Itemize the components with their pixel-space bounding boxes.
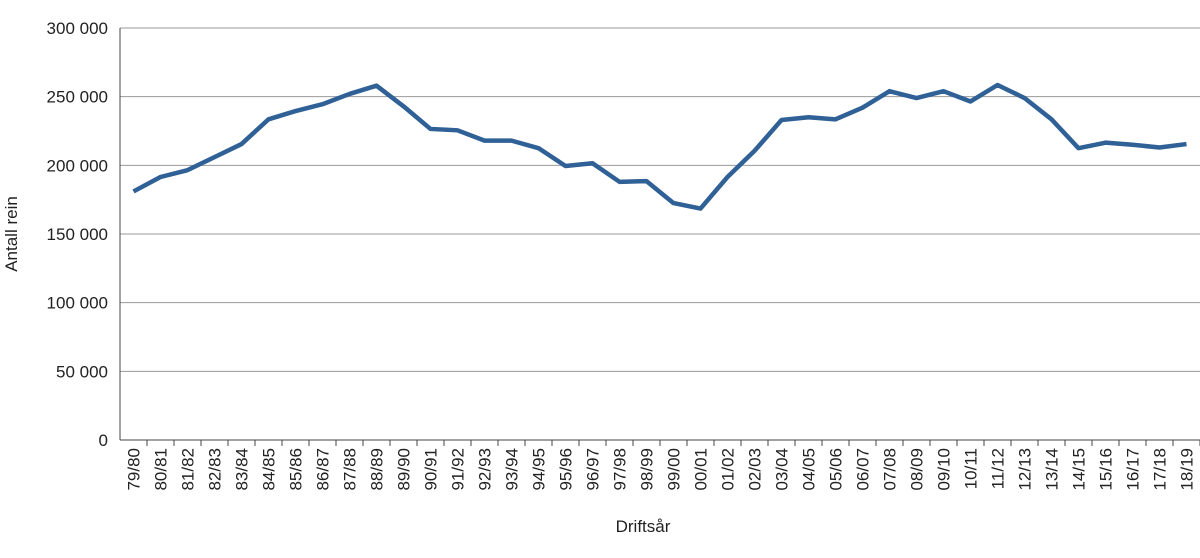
x-tick-label: 15/16 [1097, 448, 1116, 491]
x-tick-label: 08/09 [908, 448, 927, 491]
x-tick-label: 10/11 [962, 448, 981, 489]
x-tick-label: 05/06 [827, 448, 846, 491]
x-tick-label: 07/08 [881, 448, 900, 491]
x-tick-label: 00/01 [692, 448, 711, 491]
x-tick-label: 14/15 [1070, 448, 1089, 491]
y-tick-label: 0 [99, 431, 108, 450]
x-tick-label: 13/14 [1043, 448, 1062, 491]
x-tick-label: 03/04 [773, 448, 792, 491]
x-tick-label: 80/81 [152, 448, 171, 491]
x-tick-label: 88/89 [368, 448, 387, 491]
x-tick-label: 79/80 [125, 448, 144, 491]
x-tick-label: 83/84 [233, 448, 252, 491]
y-tick-label: 50 000 [56, 362, 108, 381]
y-tick-label: 100 000 [47, 294, 108, 313]
x-tick-label: 01/02 [719, 448, 738, 491]
x-tick-label: 89/90 [395, 448, 414, 491]
x-tick-label: 12/13 [1016, 448, 1035, 491]
y-tick-label: 250 000 [47, 88, 108, 107]
x-tick-label: 91/92 [449, 448, 468, 491]
y-tick-label: 300 000 [47, 19, 108, 38]
y-axis-label: Antall rein [2, 196, 21, 272]
x-tick-label: 87/88 [341, 448, 360, 491]
x-tick-label: 90/91 [422, 448, 441, 491]
x-tick-label: 02/03 [746, 448, 765, 491]
x-tick-label: 81/82 [179, 448, 198, 491]
x-tick-label: 98/99 [638, 448, 657, 491]
x-tick-label: 85/86 [287, 448, 306, 491]
x-tick-label: 86/87 [314, 448, 333, 491]
x-tick-label: 06/07 [854, 448, 873, 491]
x-tick-label: 93/94 [503, 448, 522, 491]
y-tick-label: 200 000 [47, 156, 108, 175]
x-axis-label: Driftsår [616, 517, 671, 536]
x-tick-label: 09/10 [935, 448, 954, 491]
x-tick-label: 95/96 [557, 448, 576, 491]
x-tick-label: 92/93 [476, 448, 495, 491]
x-tick-label: 17/18 [1151, 448, 1170, 491]
data-line [132, 82, 1187, 211]
y-tick-label: 150 000 [47, 225, 108, 244]
x-tick-label: 96/97 [584, 448, 603, 491]
x-tick-label: 18/19 [1178, 448, 1197, 491]
x-tick-label: 82/83 [206, 448, 225, 491]
x-tick-label: 99/00 [665, 448, 684, 491]
x-tick-label: 97/98 [611, 448, 630, 491]
x-tick-label: 11/12 [989, 448, 1008, 489]
x-tick-label: 16/17 [1124, 448, 1143, 491]
x-tick-label: 84/85 [260, 448, 279, 491]
x-tick-label: 94/95 [530, 448, 549, 491]
x-tick-label: 04/05 [800, 448, 819, 491]
